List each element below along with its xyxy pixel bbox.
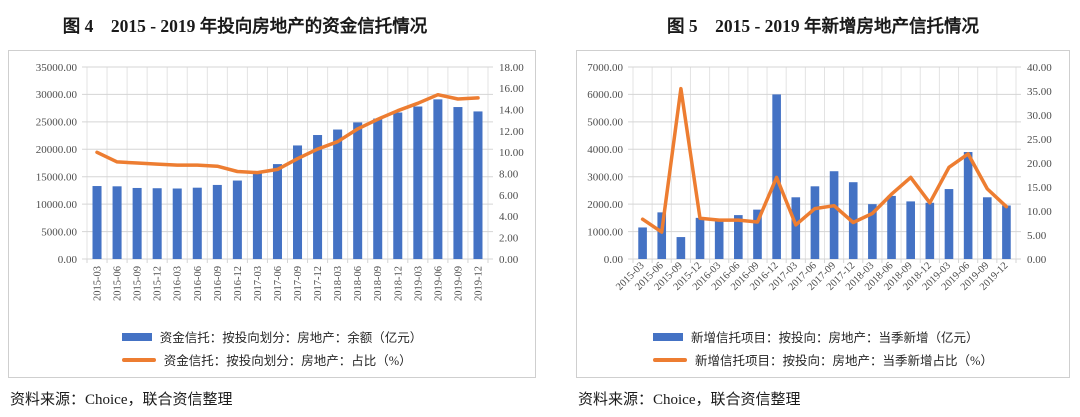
figure-5-legend-new-ratio: 新增信托项目：按投向：房地产：当季新增占比（%） [653,350,993,369]
svg-text:30000.00: 30000.00 [36,89,78,101]
svg-text:2015-09: 2015-09 [133,266,144,301]
svg-text:2018-03: 2018-03 [333,266,344,301]
legend-label-balance: 资金信托：按投向划分：房地产：余额（亿元） [159,331,423,345]
figure-4-legend-balance: 资金信托：按投向划分：房地产：余额（亿元） [121,327,423,346]
svg-text:0.00: 0.00 [604,254,624,266]
svg-text:30.00: 30.00 [1027,110,1052,122]
svg-text:18.00: 18.00 [499,62,524,74]
figure-4-title: 图 4 2015 - 2019 年投向房地产的资金信托情况 [62,16,428,36]
svg-text:2019-12: 2019-12 [474,266,485,301]
svg-text:10.00: 10.00 [1027,206,1052,218]
svg-text:2000.00: 2000.00 [587,199,623,211]
line-series-swatch [121,357,156,362]
svg-text:3000.00: 3000.00 [587,172,623,184]
svg-text:6.00: 6.00 [499,190,519,202]
svg-text:14.00: 14.00 [499,104,524,116]
svg-text:2018-06: 2018-06 [353,266,364,301]
svg-text:0.00: 0.00 [58,254,78,266]
svg-text:2018-12: 2018-12 [393,266,404,301]
svg-text:25.00: 25.00 [1027,134,1052,146]
svg-text:2016-09: 2016-09 [213,266,224,301]
figure-4-chart-box: 0.00 5000.00 10000.00 15000.00 20000.00 25000… [8,50,536,378]
svg-text:35000.00: 35000.00 [36,62,78,74]
legend-label-ratio: 资金信托：按投向划分：房地产：占比（%） [163,354,412,368]
figure-5-title: 图 5 2015 - 2019 年新增房地产信托情况 [666,16,980,36]
svg-text:20.00: 20.00 [1027,158,1052,170]
svg-text:16.00: 16.00 [499,83,524,95]
svg-text:2017-03: 2017-03 [253,266,264,301]
svg-text:0.00: 0.00 [1027,254,1047,266]
bar-series-swatch [121,332,152,341]
svg-text:2019-06: 2019-06 [433,266,444,301]
svg-text:35.00: 35.00 [1027,86,1052,98]
svg-text:2017-12: 2017-12 [313,266,324,301]
svg-text:8.00: 8.00 [499,168,519,180]
svg-text:15000.00: 15000.00 [36,172,78,184]
svg-text:2017-06: 2017-06 [273,266,284,301]
svg-text:2015-06: 2015-06 [113,266,124,301]
svg-text:20000.00: 20000.00 [36,144,78,156]
figure-4-legend: 资金信托：按投向划分：房地产：余额（亿元） 资金信托：按投向划分：房地产：占比（… [121,327,423,377]
figure-5-legend-new: 新增信托项目：按投向：房地产：当季新增（亿元） [653,327,993,346]
figure-5-chart-canvas: 0.00 1000.00 2000.00 3000.00 4000.00 5000.00 6… [587,62,1052,293]
svg-text:7000.00: 7000.00 [587,62,623,74]
svg-text:4.00: 4.00 [499,211,519,223]
svg-text:4000.00: 4000.00 [587,144,623,156]
svg-text:2.00: 2.00 [499,232,519,244]
svg-text:10.00: 10.00 [499,147,524,159]
svg-text:2019-09: 2019-09 [453,266,464,301]
svg-text:15.00: 15.00 [1027,182,1052,194]
figure-5: 图 5 2015 - 2019 年新增房地产信托情况 0.00 1000.00 20… [540,0,1080,409]
figure-5-chart-box: 0.00 1000.00 2000.00 3000.00 4000.00 5000.00 6… [576,50,1070,378]
svg-text:0.00: 0.00 [499,254,519,266]
figure-4-chart-canvas: 0.00 5000.00 10000.00 15000.00 20000.00 25000… [36,62,525,301]
svg-text:5000.00: 5000.00 [41,226,77,238]
figure-5-source: 资料来源：Choice，联合资信整理 [578,392,801,408]
svg-text:2016-12: 2016-12 [233,266,244,301]
svg-text:1000.00: 1000.00 [587,226,623,238]
svg-text:12.00: 12.00 [499,126,524,138]
svg-text:2017-09: 2017-09 [293,266,304,301]
svg-text:25000.00: 25000.00 [36,117,78,129]
svg-text:10000.00: 10000.00 [36,199,78,211]
svg-text:2016-06: 2016-06 [193,266,204,301]
svg-text:5.00: 5.00 [1027,230,1047,242]
svg-text:2019-03: 2019-03 [413,266,424,301]
legend-label-new: 新增信托项目：按投向：房地产：当季新增（亿元） [691,331,979,345]
svg-text:5000.00: 5000.00 [587,117,623,129]
figure-4-legend-ratio: 资金信托：按投向划分：房地产：占比（%） [121,350,423,369]
svg-text:2015-03: 2015-03 [93,266,104,301]
legend-label-new-ratio: 新增信托项目：按投向：房地产：当季新增占比（%） [695,354,993,368]
svg-text:40.00: 40.00 [1027,62,1052,74]
line-series-swatch [653,357,688,362]
bar-series-swatch [653,332,684,341]
svg-text:2015-12: 2015-12 [153,266,164,301]
figure-5-legend: 新增信托项目：按投向：房地产：当季新增（亿元） 新增信托项目：按投向：房地产：当… [653,327,993,377]
svg-text:2018-09: 2018-09 [373,266,384,301]
figure-4: 图 4 2015 - 2019 年投向房地产的资金信托情况 0.00 5000.0… [0,0,540,409]
figure-4-source: 资料来源：Choice，联合资信整理 [10,392,233,408]
svg-text:6000.00: 6000.00 [587,89,623,101]
svg-text:2016-03: 2016-03 [173,266,184,301]
